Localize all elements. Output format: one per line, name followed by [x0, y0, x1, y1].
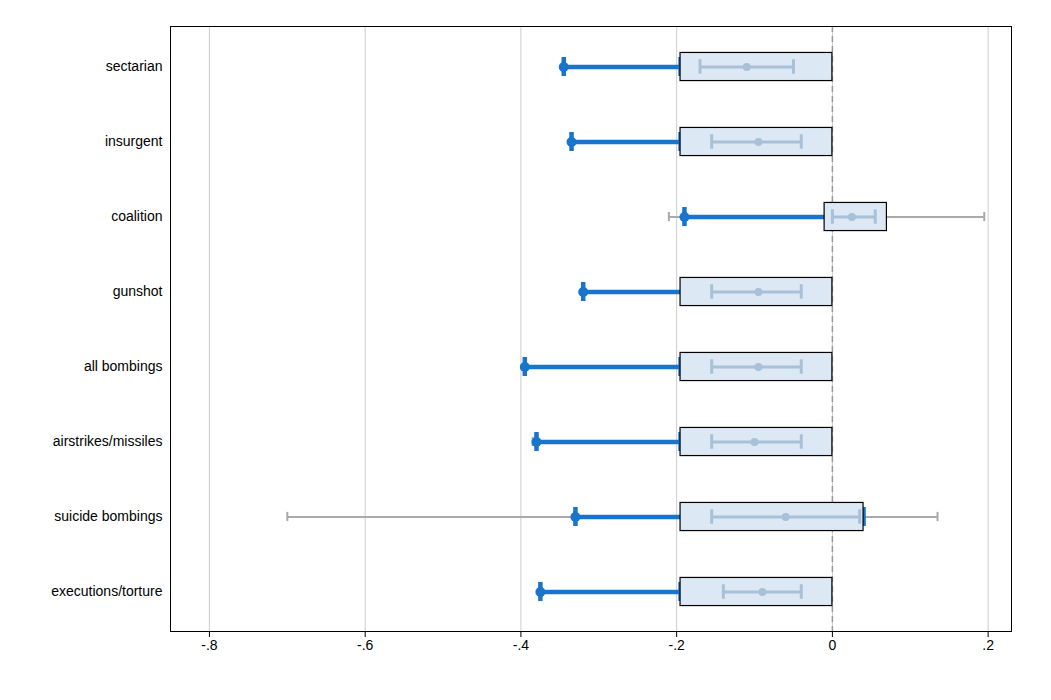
svg-text:-.6: -.6 [357, 637, 374, 653]
svg-text:0: 0 [828, 637, 836, 653]
svg-text:all bombings: all bombings [84, 358, 163, 374]
svg-text:-.2: -.2 [668, 637, 685, 653]
svg-text:coalition: coalition [111, 208, 162, 224]
svg-text:insurgent: insurgent [105, 133, 163, 149]
svg-text:-.8: -.8 [201, 637, 218, 653]
svg-text:gunshot: gunshot [113, 283, 163, 299]
svg-text:.2: .2 [982, 637, 994, 653]
svg-text:airstrikes/missiles: airstrikes/missiles [53, 433, 163, 449]
svg-text:sectarian: sectarian [106, 58, 163, 74]
svg-text:suicide bombings: suicide bombings [54, 508, 162, 524]
svg-text:-.4: -.4 [513, 637, 530, 653]
svg-text:executions/torture: executions/torture [51, 583, 162, 599]
